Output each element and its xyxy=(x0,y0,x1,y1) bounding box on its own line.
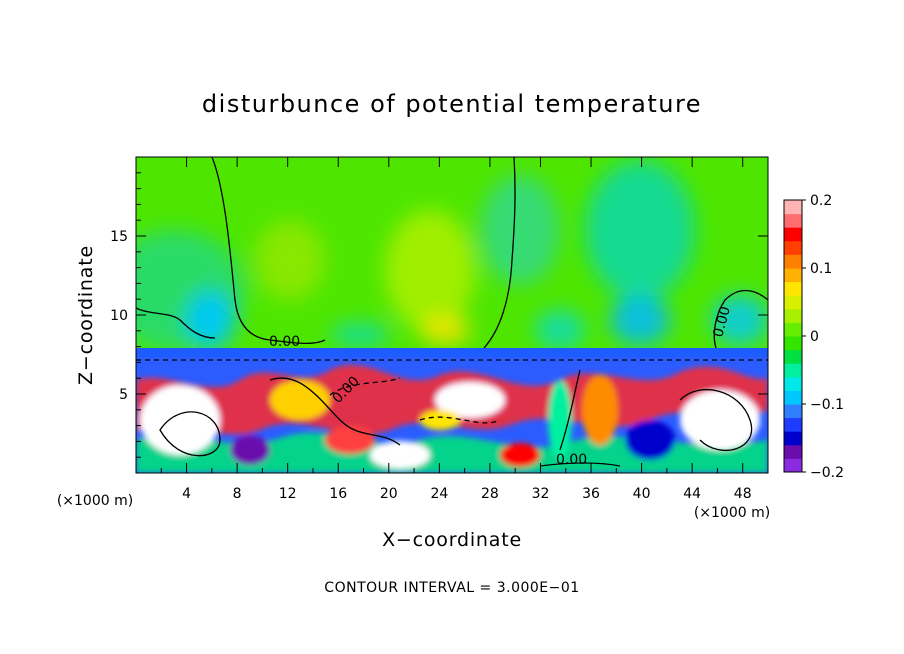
field-blob xyxy=(610,295,670,345)
x-tick-label: 48 xyxy=(734,486,752,502)
field-blob xyxy=(140,385,220,455)
colorbar-segment xyxy=(784,200,802,215)
y-tick-label: 15 xyxy=(110,229,128,245)
x-tick-label: 24 xyxy=(430,486,448,502)
colorbar-segment xyxy=(784,431,802,446)
contour-line xyxy=(483,157,516,349)
colorbar-segment xyxy=(784,254,802,269)
field-blob xyxy=(420,315,470,345)
contour-line xyxy=(159,411,221,457)
colorbar-tick-label: −0.1 xyxy=(810,397,844,413)
contour-line xyxy=(713,289,768,349)
x-tick-label: 40 xyxy=(633,486,651,502)
cold-band xyxy=(136,348,768,357)
colorbar-segment xyxy=(784,322,802,337)
colorbar: 0.2 0.1 0 −0.1 −0.2 xyxy=(783,193,844,481)
x-unit-right: (×1000 m) xyxy=(694,505,770,521)
colorbar-segment xyxy=(784,308,802,323)
colorbar-segment xyxy=(784,376,802,391)
colorbar-segment xyxy=(784,458,802,473)
field-blob xyxy=(680,390,760,450)
contour-label: 0.00 xyxy=(710,305,734,339)
field-blob xyxy=(548,380,572,460)
x-tick-label: 32 xyxy=(532,486,550,502)
field-blob xyxy=(712,295,768,345)
contour-label: 0.00 xyxy=(556,452,587,468)
chart-title: disturbunce of potential temperature xyxy=(202,90,702,118)
contour-line xyxy=(136,307,216,339)
x-axis: 4 8 12 16 20 24 28 32 36 40 44 48 xyxy=(160,157,752,502)
x-tick-label: 16 xyxy=(329,486,347,502)
field-blob xyxy=(435,382,505,418)
field-blob xyxy=(370,441,430,469)
contour-label: 0.00 xyxy=(269,334,300,350)
field-blob xyxy=(480,175,560,285)
contour-line xyxy=(539,462,621,467)
field-blob xyxy=(500,443,540,467)
field-blob xyxy=(255,220,325,300)
x-axis-title: X−coordinate xyxy=(382,529,522,551)
colorbar-segment xyxy=(784,295,802,310)
contour-line xyxy=(269,377,401,446)
field-blob xyxy=(625,420,675,460)
contour-line xyxy=(559,369,581,451)
x-tick-label: 28 xyxy=(481,486,499,502)
y-axis: 5 10 15 xyxy=(110,172,768,458)
field-blob xyxy=(330,323,390,347)
colorbar-segment xyxy=(784,444,802,459)
x-tick-label: 44 xyxy=(683,486,701,502)
contour-line xyxy=(419,416,501,424)
colorbar-segment xyxy=(784,240,802,255)
colorbar-tick-label: 0.2 xyxy=(810,193,832,209)
colorbar-segment xyxy=(784,390,802,405)
heatmap-field: 0.00 0.00 0.00 0.00 xyxy=(136,157,768,473)
field-blob xyxy=(385,210,475,330)
field-blob xyxy=(185,290,235,350)
contour-line xyxy=(211,157,326,345)
y-tick-label: 10 xyxy=(110,308,128,324)
colorbar-segment xyxy=(784,227,802,242)
colorbar-tick-label: 0.1 xyxy=(810,261,832,277)
field-blob xyxy=(325,426,375,454)
colorbar-segment xyxy=(784,417,802,432)
field-blob xyxy=(535,310,585,350)
field-blob xyxy=(230,435,270,465)
colorbar-segment xyxy=(784,213,802,228)
contour-interval-note: CONTOUR INTERVAL = 3.000E−01 xyxy=(324,580,579,596)
colorbar-segment xyxy=(784,281,802,296)
y-axis-title: Z−coordinate xyxy=(75,245,97,385)
field-blob xyxy=(420,410,460,430)
colorbar-segment xyxy=(784,363,802,378)
colorbar-tick-label: 0 xyxy=(810,329,819,345)
contour-line xyxy=(679,388,753,452)
field-blob xyxy=(585,160,695,300)
colorbar-segment xyxy=(784,336,802,351)
colorbar-segment xyxy=(784,268,802,283)
field-blob xyxy=(582,375,618,445)
field-structure xyxy=(136,432,768,473)
x-tick-label: 8 xyxy=(233,486,242,502)
x-unit-left: (×1000 m) xyxy=(57,493,133,509)
field-blob xyxy=(270,380,330,420)
y-tick-label: 5 xyxy=(119,387,128,403)
colorbar-segment xyxy=(784,349,802,364)
x-tick-label: 20 xyxy=(380,486,398,502)
colorbar-segment xyxy=(784,404,802,419)
colorbar-tick-label: −0.2 xyxy=(810,465,844,481)
contour-line xyxy=(329,377,401,396)
x-tick-label: 4 xyxy=(182,486,191,502)
x-tick-label: 12 xyxy=(279,486,297,502)
x-tick-label: 36 xyxy=(582,486,600,502)
